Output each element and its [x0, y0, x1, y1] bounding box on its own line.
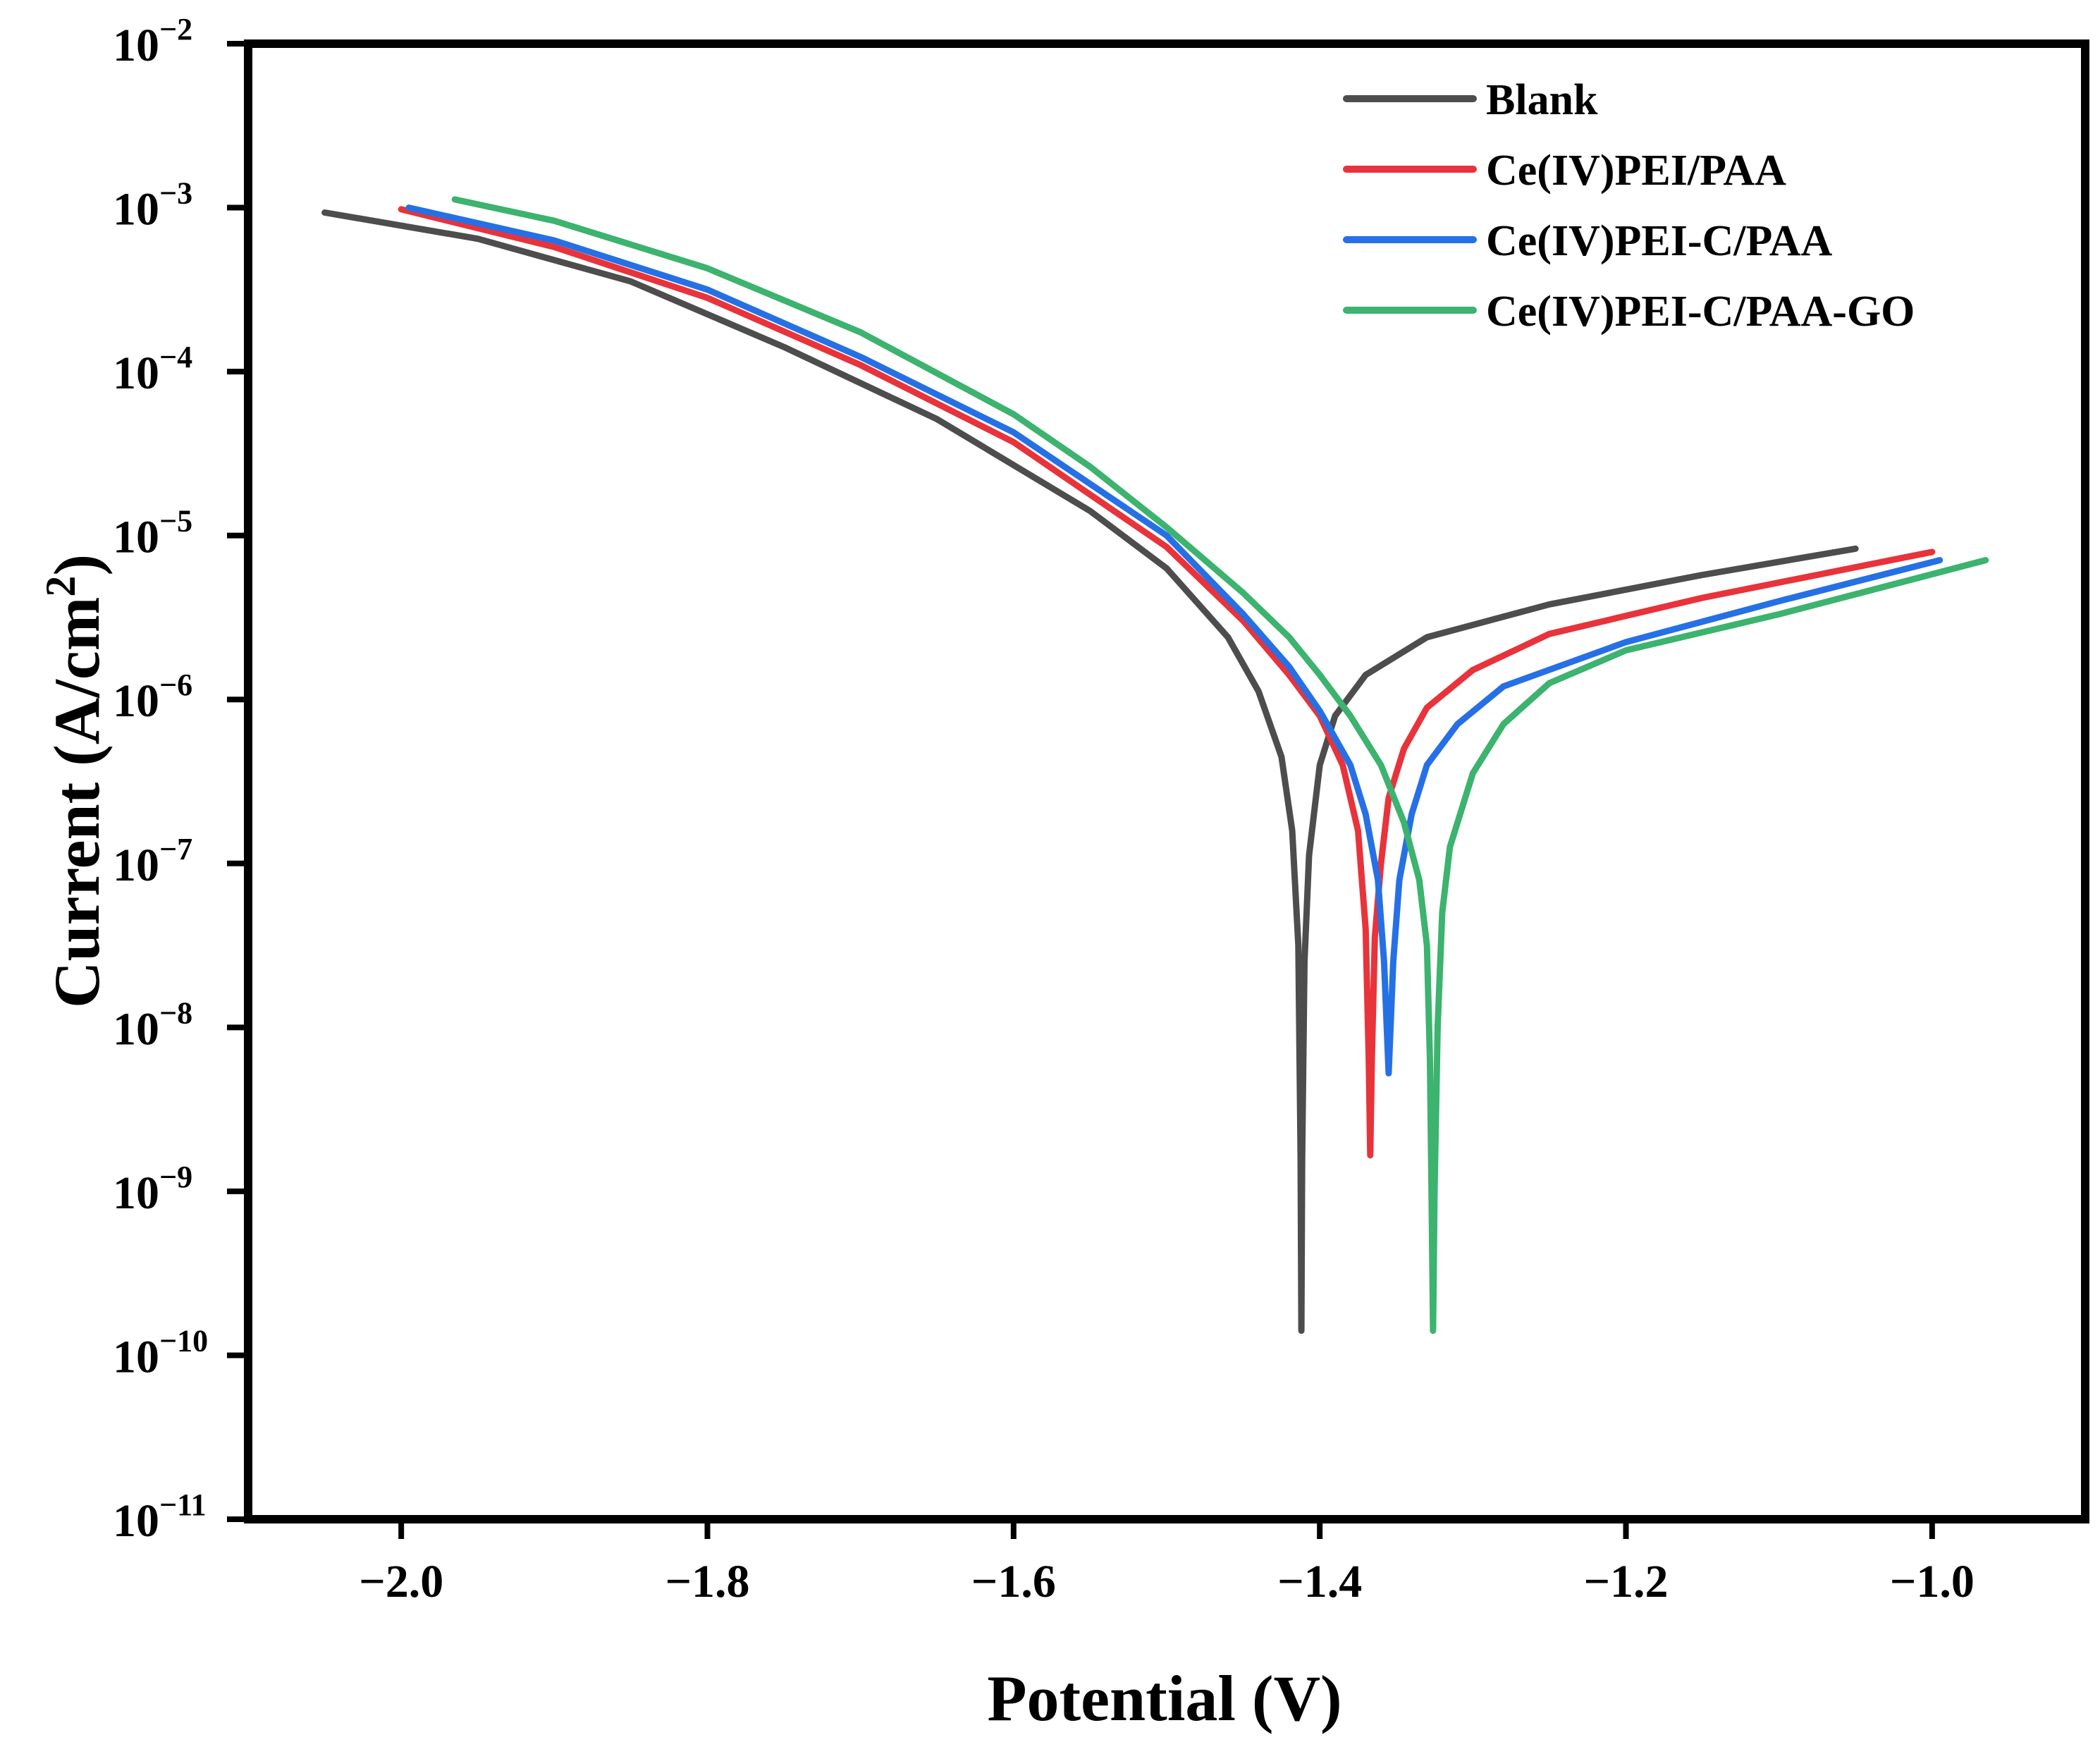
- y-tick-exponent: −11: [159, 1488, 207, 1522]
- x-axis-title: Potential (V): [987, 1662, 1341, 1734]
- y-tick-label-3: 10−5: [113, 504, 192, 563]
- y-tick-base: 10: [113, 1167, 159, 1219]
- legend-label-0: Blank: [1486, 76, 1598, 124]
- y-tick-base: 10: [113, 1331, 159, 1382]
- legend-label-2: Ce(IV)PEI-C/PAA: [1486, 217, 1833, 265]
- x-tick-label-5: −1.0: [1890, 1556, 1975, 1607]
- y-tick-exponent: −8: [159, 995, 192, 1030]
- y-tick-base: 10: [113, 675, 159, 727]
- y-tick-base: 10: [113, 512, 159, 563]
- y-tick-label-5: 10−7: [113, 832, 192, 891]
- y-tick-base: 10: [113, 348, 159, 399]
- y-tick-base: 10: [113, 20, 159, 71]
- y-tick-label-7: 10−9: [113, 1160, 192, 1219]
- x-axis-ticks: −2.0 −1.8 −1.6 −1.4 −1.2 −1.0: [359, 1519, 1975, 1607]
- y-axis-ticks: 10−210−310−410−510−610−710−810−910−1010−…: [113, 12, 248, 1547]
- y-axis-title-end: ): [41, 554, 113, 576]
- y-tick-exponent: −4: [159, 340, 192, 374]
- y-axis-title: Current (A/cm2): [37, 554, 113, 1008]
- y-tick-label-4: 10−6: [113, 668, 192, 727]
- x-tick-label-0: −2.0: [359, 1556, 443, 1607]
- y-tick-exponent: −7: [159, 832, 192, 866]
- y-axis-title-main: Current (A/cm: [41, 597, 113, 1008]
- y-tick-exponent: −2: [159, 12, 192, 47]
- legend: Blank Ce(IV)PEI/PAA Ce(IV)PEI-C/PAA Ce(IV)P…: [1343, 76, 1915, 336]
- y-tick-label-0: 10−2: [113, 12, 192, 71]
- y-tick-label-6: 10−8: [113, 995, 192, 1055]
- y-tick-exponent: −10: [159, 1323, 208, 1358]
- y-tick-base: 10: [113, 840, 159, 891]
- plot-frame: [244, 39, 2089, 1523]
- y-tick-base: 10: [113, 1495, 159, 1547]
- series-layer: [321, 196, 1989, 1335]
- y-tick-exponent: −3: [159, 176, 192, 211]
- y-tick-base: 10: [113, 184, 159, 235]
- x-tick-label-4: −1.2: [1583, 1556, 1668, 1607]
- y-tick-label-9: 10−11: [113, 1488, 207, 1547]
- y-tick-exponent: −6: [159, 668, 192, 702]
- y-tick-label-2: 10−4: [113, 340, 192, 399]
- legend-label-1: Ce(IV)PEI/PAA: [1486, 147, 1786, 195]
- series-line-1: [398, 206, 1936, 1159]
- legend-label-3: Ce(IV)PEI-C/PAA-GO: [1486, 288, 1915, 336]
- series-line-0: [321, 209, 1859, 1335]
- x-tick-label-2: −1.6: [971, 1556, 1056, 1607]
- y-tick-label-1: 10−3: [113, 176, 192, 235]
- y-tick-exponent: −5: [159, 504, 192, 539]
- y-tick-label-8: 10−10: [113, 1323, 208, 1382]
- series-line-3: [451, 196, 1989, 1335]
- y-tick-exponent: −9: [159, 1160, 192, 1194]
- x-tick-label-1: −1.8: [665, 1556, 749, 1607]
- series-line-2: [405, 204, 1944, 1077]
- y-tick-base: 10: [113, 1003, 159, 1055]
- x-tick-label-3: −1.4: [1277, 1556, 1362, 1607]
- y-axis-title-sup: 2: [37, 576, 84, 597]
